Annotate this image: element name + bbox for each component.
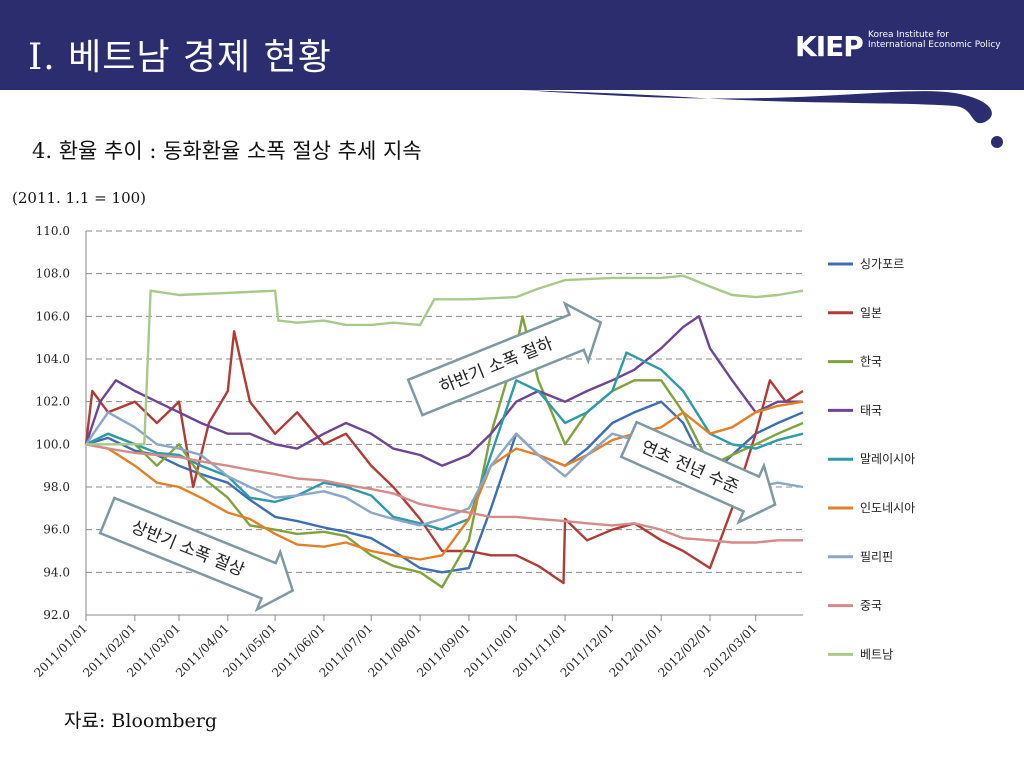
- y-tick-label: 100.0: [36, 437, 70, 451]
- arrow-shape: [406, 300, 603, 417]
- ink-swoosh-decoration: [520, 90, 1003, 148]
- legend-label: 태국: [860, 403, 882, 417]
- y-tick-label: 98.0: [43, 480, 70, 494]
- legend-label: 베트남: [860, 647, 893, 661]
- legend-label: 한국: [860, 355, 882, 369]
- legend-label: 싱가포르: [860, 257, 904, 271]
- series-line-말레이시아: [85, 351, 804, 531]
- series-line-베트남: [86, 274, 804, 446]
- annotation-arrow: 상반기 소폭 절상: [98, 496, 295, 613]
- y-tick-label: 104.0: [36, 352, 70, 366]
- legend-label: 일본: [860, 306, 882, 320]
- arrow-shape: [619, 420, 777, 525]
- y-tick-label: 92.0: [43, 608, 70, 622]
- slide-title: I. 베트남 경제 현황: [28, 37, 332, 78]
- legend-label: 인도네시아: [860, 501, 915, 515]
- slide-subtitle: 4. 환율 추이 : 동화환율 소폭 절상 추세 지속: [32, 139, 422, 163]
- series-line-한국: [85, 315, 804, 589]
- chart-series-lines: [84, 274, 804, 589]
- series-line-태국: [84, 315, 803, 467]
- chart-index-note: (2011. 1.1 = 100): [12, 189, 147, 207]
- y-tick-label: 102.0: [36, 395, 70, 409]
- y-tick-label: 110.0: [36, 224, 70, 238]
- arrow-shape: [98, 496, 295, 613]
- y-tick-label: 106.0: [36, 309, 70, 323]
- header-bar: [0, 0, 1024, 90]
- series-line-일본: [84, 330, 804, 585]
- legend-label: 필리핀: [860, 550, 893, 564]
- x-axis-ticks: 2011/01/012011/02/012011/03/012011/04/01…: [31, 615, 760, 680]
- source-note: 자료: Bloomberg: [64, 710, 217, 732]
- legend-label: 말레이시아: [860, 452, 915, 466]
- y-tick-label: 96.0: [43, 523, 70, 537]
- logo-mark: KIEP: [795, 30, 864, 63]
- y-axis-ticks: 92.0 94.0 96.0 98.0 100.0 102.0 104.0 106.0 108.…: [36, 224, 70, 622]
- y-tick-label: 94.0: [43, 565, 70, 579]
- series-line-인도네시아: [85, 400, 804, 561]
- logo-text: Korea Institute for International Econom…: [868, 30, 1001, 50]
- series-line-중국: [85, 443, 803, 544]
- chart-grid: [85, 230, 803, 616]
- y-tick-label: 108.0: [36, 267, 70, 281]
- legend-label: 중국: [860, 599, 882, 613]
